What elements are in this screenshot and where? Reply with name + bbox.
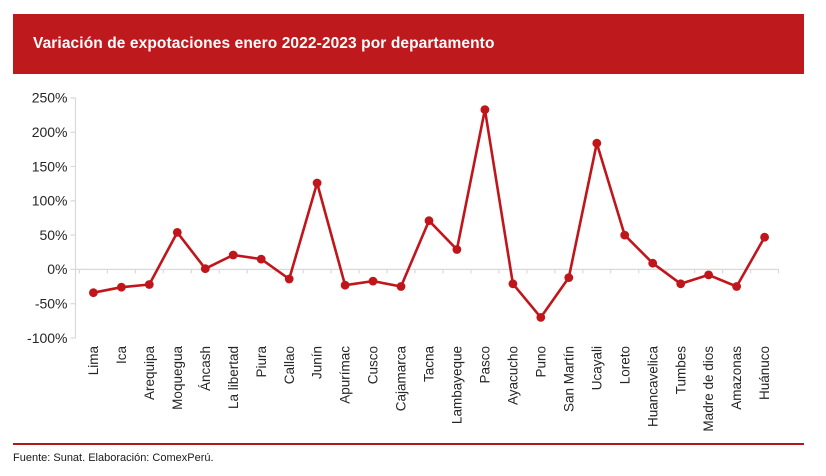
data-point-amazonas bbox=[732, 282, 741, 291]
x-axis-label-tumbes: Tumbes bbox=[673, 346, 688, 395]
x-axis-label-san-martin: San Martín bbox=[561, 346, 576, 412]
x-axis-label-huancavelica: Huancavelica bbox=[645, 346, 660, 428]
data-point-junin bbox=[312, 178, 322, 188]
x-axis-label-piura: Piura bbox=[254, 346, 269, 378]
data-point-ancash bbox=[200, 264, 210, 274]
x-axis-label-junin: Junín bbox=[310, 346, 325, 379]
source-note: Fuente: Sunat. Elaboración: ComexPerú. bbox=[13, 452, 214, 464]
x-axis-label-arequipa: Arequipa bbox=[142, 346, 157, 401]
x-axis-label-tacna: Tacna bbox=[422, 346, 437, 383]
x-axis-label-ica: Ica bbox=[114, 346, 129, 365]
x-axis-label-lambayeque: Lambayeque bbox=[450, 346, 465, 424]
x-axis-label-la-libertad: La libertad bbox=[226, 346, 241, 409]
data-point-cajamarca bbox=[396, 282, 406, 291]
x-axis-label-loreto: Loreto bbox=[617, 346, 632, 384]
data-point-ica bbox=[117, 282, 126, 292]
x-axis-label-lima: Lima bbox=[86, 346, 101, 376]
data-point-lambayeque bbox=[452, 245, 462, 254]
data-point-apurimac bbox=[340, 280, 350, 290]
chart-title-banner: Variación de expotaciones enero 2022-202… bbox=[13, 14, 804, 74]
y-axis-tick-label: 200% bbox=[32, 124, 68, 140]
data-point-moquegua bbox=[172, 228, 182, 237]
y-axis-tick-label: 50% bbox=[39, 227, 67, 243]
y-axis-tick-label: -50% bbox=[35, 296, 68, 312]
y-axis-tick-label: 250% bbox=[32, 90, 68, 106]
x-axis-label-madre-de-dios: Madre de dios bbox=[701, 346, 716, 432]
data-point-callao bbox=[284, 274, 294, 284]
data-point-pasco bbox=[480, 105, 490, 114]
data-point-huanuco bbox=[760, 232, 769, 242]
x-axis-label-puno: Puno bbox=[533, 346, 548, 378]
series-line bbox=[92, 108, 766, 319]
x-axis-label-amazonas: Amazonas bbox=[729, 346, 744, 410]
data-point-lima bbox=[89, 288, 98, 298]
y-axis-tick-label: 150% bbox=[32, 158, 68, 174]
data-point-la-libertad bbox=[228, 250, 238, 260]
data-point-ucayali bbox=[592, 138, 602, 148]
data-point-arequipa bbox=[144, 280, 154, 289]
data-point-piura bbox=[256, 254, 266, 264]
chart-title: Variación de expotaciones enero 2022-202… bbox=[33, 35, 495, 52]
x-axis-label-moquegua: Moquegua bbox=[170, 346, 185, 410]
data-point-ayacucho bbox=[508, 279, 518, 289]
data-point-san-martin bbox=[564, 273, 574, 282]
x-axis-label-huanuco: Huánuco bbox=[757, 346, 772, 400]
data-point-madre-de-dios bbox=[704, 270, 713, 280]
data-point-loreto bbox=[620, 230, 630, 240]
x-axis-label-pasco: Pasco bbox=[478, 346, 493, 384]
y-axis-tick-label: -100% bbox=[27, 330, 67, 346]
y-axis-tick-label: 100% bbox=[32, 193, 68, 209]
x-axis-label-ayacucho: Ayacucho bbox=[506, 346, 521, 405]
y-axis-tick-label: 0% bbox=[47, 261, 67, 277]
footer-divider bbox=[13, 443, 804, 445]
x-axis-label-apurimac: Apurímac bbox=[338, 346, 353, 404]
data-point-cusco bbox=[368, 276, 378, 286]
data-point-tumbes bbox=[676, 279, 686, 289]
x-axis-label-callao: Callao bbox=[282, 346, 297, 384]
x-axis-label-cajamarca: Cajamarca bbox=[394, 346, 409, 412]
data-point-huancavelica bbox=[648, 258, 658, 268]
x-axis-label-ancash: Áncash bbox=[198, 346, 213, 391]
x-axis-label-ucayali: Ucayali bbox=[589, 346, 604, 390]
x-axis-label-cusco: Cusco bbox=[366, 346, 381, 384]
data-point-puno bbox=[536, 313, 546, 322]
data-point-tacna bbox=[424, 216, 434, 226]
